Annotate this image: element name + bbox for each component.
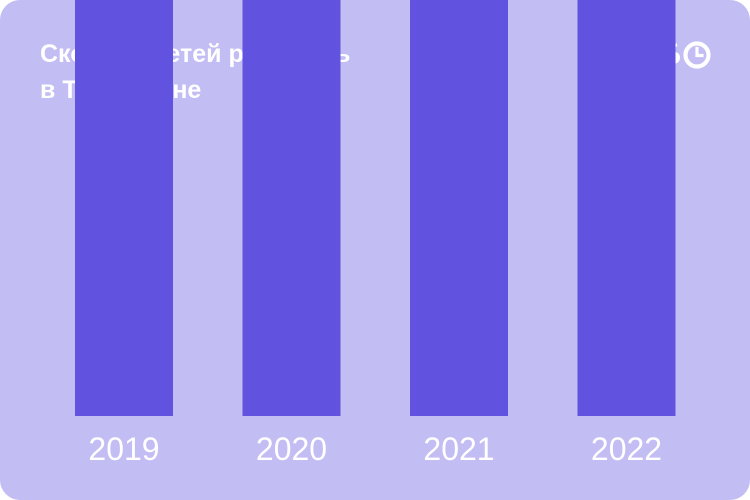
bar-2020 bbox=[242, 0, 341, 416]
category-label-2022: 2022 bbox=[591, 431, 662, 467]
category-label-2020: 2020 bbox=[256, 431, 327, 467]
bar-2022 bbox=[577, 0, 676, 416]
bar-2021 bbox=[410, 0, 508, 416]
bars-group bbox=[75, 0, 676, 416]
category-label-2021: 2021 bbox=[423, 431, 494, 467]
bar-2019 bbox=[75, 0, 173, 416]
category-labels-group: 2019 2020 2021 2022 bbox=[88, 431, 662, 467]
clock-o-icon bbox=[683, 41, 711, 69]
category-label-2019: 2019 bbox=[88, 431, 159, 467]
